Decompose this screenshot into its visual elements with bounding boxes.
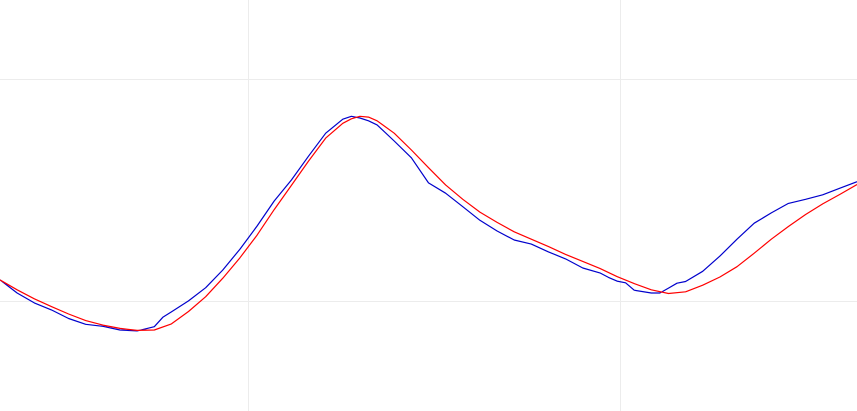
series-line-2 <box>0 115 857 331</box>
series-line-1 <box>0 115 857 332</box>
series-lines <box>0 115 857 332</box>
